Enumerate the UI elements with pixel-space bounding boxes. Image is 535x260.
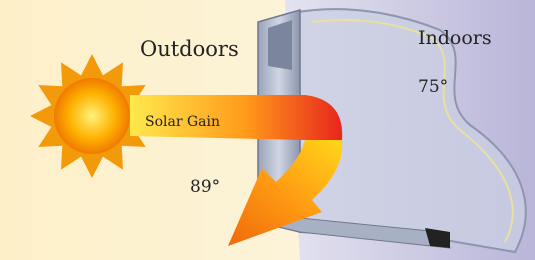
indoor-temperature: 75° [418, 77, 448, 97]
sun [54, 78, 130, 154]
solar-gain-label: Solar Gain [145, 114, 220, 130]
frame-channel [268, 20, 292, 70]
outdoor-temperature: 89° [190, 177, 220, 197]
indoors-label: Indoors [418, 27, 492, 49]
diagram: Outdoors Indoors 75° Solar Gain 89° [0, 0, 535, 260]
outdoors-label: Outdoors [140, 37, 239, 61]
